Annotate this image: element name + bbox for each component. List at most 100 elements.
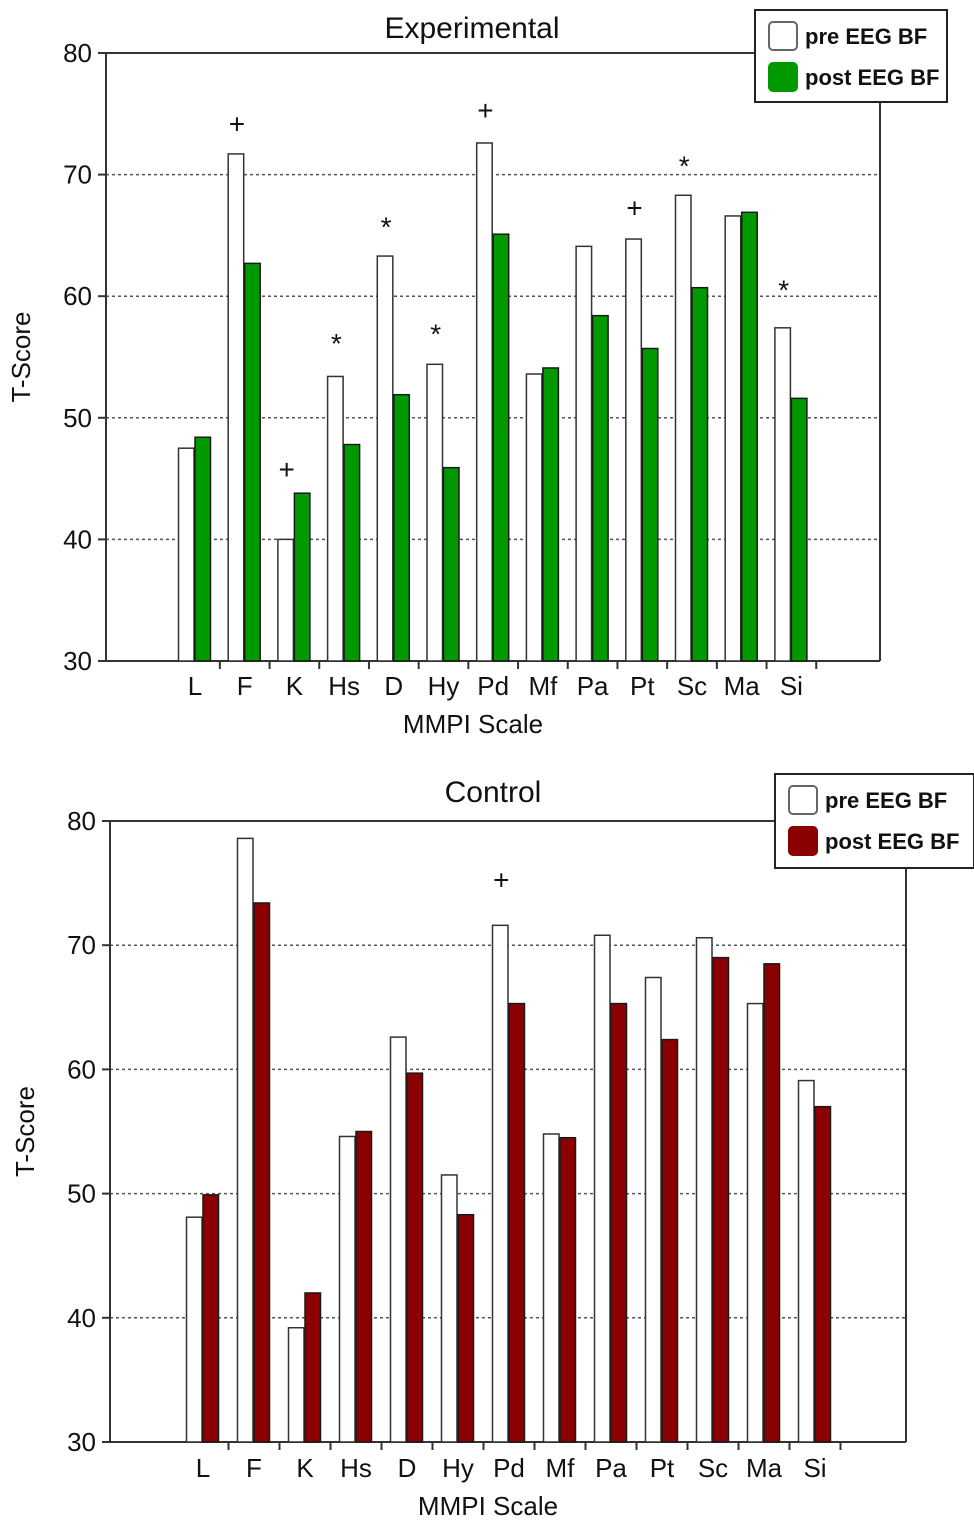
y-tick-label: 60 — [67, 1054, 96, 1084]
x-tick-label: Hs — [328, 671, 360, 701]
x-axis-label: MMPI Scale — [418, 1491, 558, 1521]
x-tick-label: Sc — [677, 671, 707, 701]
bar-pre-eeg-bf-pt — [625, 238, 643, 662]
legend-label-post-eeg-bf: post EEG BF — [825, 829, 959, 854]
bar-post-eeg-bf-ma — [763, 963, 781, 1443]
bar-post-eeg-bf-si — [790, 397, 808, 662]
bar-post-eeg-bf-k — [304, 1292, 322, 1443]
legend-label-pre-eeg-bf: pre EEG BF — [805, 24, 927, 49]
x-tick-label: F — [237, 671, 253, 701]
x-tick-label: Pt — [650, 1453, 675, 1483]
significance-plus: + — [626, 192, 642, 223]
x-tick-label: Si — [803, 1453, 826, 1483]
bar-post-eeg-bf-d — [393, 393, 411, 662]
bar-pre-eeg-bf-mf — [525, 373, 543, 662]
x-tick-label: Pt — [630, 671, 655, 701]
y-tick-label: 30 — [67, 1427, 96, 1457]
bar-pre-eeg-bf-hy — [426, 363, 444, 662]
bar-pre-eeg-bf-pa — [593, 934, 611, 1443]
bar-pre-eeg-bf-l — [185, 1216, 203, 1443]
bar-post-eeg-bf-pa — [591, 314, 609, 662]
x-tick-label: Ma — [724, 671, 761, 701]
x-tick-label: F — [246, 1453, 262, 1483]
bar-pre-eeg-bf-f — [236, 837, 254, 1443]
y-axis-label: T-Score — [10, 1086, 40, 1177]
x-tick-label: D — [398, 1453, 417, 1483]
bar-pre-eeg-bf-k — [277, 538, 295, 662]
x-tick-label: Ma — [746, 1453, 783, 1483]
bar-pre-eeg-bf-si — [774, 327, 792, 662]
significance-asterisk: * — [430, 318, 441, 349]
bar-post-eeg-bf-pd — [508, 1002, 526, 1443]
x-tick-label: Hy — [442, 1453, 474, 1483]
bar-post-eeg-bf-hs — [355, 1130, 373, 1443]
bar-post-eeg-bf-pt — [661, 1038, 679, 1443]
legend: pre EEG BF post EEG BF — [774, 773, 974, 869]
y-tick-label: 30 — [63, 646, 92, 676]
bar-pre-eeg-bf-pt — [644, 976, 662, 1443]
legend-swatch-post-eeg-bf — [788, 826, 818, 856]
bar-pre-eeg-bf-hs — [338, 1135, 356, 1443]
bar-pre-eeg-bf-d — [376, 255, 394, 662]
control-chart-panel: 30 40 50 60 70 80 L F K Hs D Hy Pd Mf Pa Pt Sc Ma Si + Contr… — [10, 773, 974, 1521]
bar-pre-eeg-bf-mf — [542, 1133, 560, 1443]
x-tick-label: L — [196, 1453, 210, 1483]
bar-pre-eeg-bf-f — [227, 153, 245, 662]
x-tick-label: Pd — [477, 671, 509, 701]
y-tick-label: 40 — [63, 524, 92, 554]
x-tick-label: D — [384, 671, 403, 701]
x-tick-label: Pa — [577, 671, 609, 701]
bar-post-eeg-bf-l — [194, 436, 212, 662]
significance-plus: + — [278, 454, 294, 485]
bar-post-eeg-bf-pt — [641, 347, 659, 662]
bar-pre-eeg-bf-d — [389, 1036, 407, 1443]
bar-post-eeg-bf-mf — [542, 367, 560, 662]
y-tick-label: 40 — [67, 1303, 96, 1333]
bar-post-eeg-bf-l — [202, 1194, 220, 1443]
bar-post-eeg-bf-ma — [740, 211, 758, 662]
bar-pre-eeg-bf-k — [287, 1326, 305, 1443]
bar-pre-eeg-bf-sc — [695, 936, 713, 1443]
bar-pre-eeg-bf-pd — [475, 142, 493, 662]
significance-plus: + — [493, 864, 509, 895]
x-tick-label: Mf — [528, 671, 558, 701]
x-tick-label: Hs — [340, 1453, 372, 1483]
x-tick-label: K — [296, 1453, 314, 1483]
significance-asterisk: * — [778, 275, 789, 306]
bar-pre-eeg-bf-pd — [491, 924, 509, 1443]
x-tick-label: Pd — [493, 1453, 525, 1483]
chart-title: Control — [445, 776, 542, 809]
bar-post-eeg-bf-k — [293, 492, 311, 662]
significance-asterisk: * — [331, 328, 342, 359]
bar-post-eeg-bf-hy — [442, 466, 460, 662]
legend-swatch-post-eeg-bf — [768, 62, 798, 92]
y-tick-label: 70 — [67, 930, 96, 960]
bar-post-eeg-bf-hy — [457, 1213, 475, 1443]
x-tick-label: Sc — [698, 1453, 728, 1483]
bar-pre-eeg-bf-hs — [326, 375, 344, 662]
bar-post-eeg-bf-d — [406, 1072, 424, 1443]
y-tick-label: 50 — [67, 1179, 96, 1209]
significance-plus: + — [229, 109, 245, 140]
bar-post-eeg-bf-f — [253, 902, 271, 1443]
bar-post-eeg-bf-sc — [691, 286, 709, 662]
x-axis-label: MMPI Scale — [403, 709, 543, 739]
legend-swatch-pre-eeg-bf — [768, 21, 798, 51]
legend-swatch-pre-eeg-bf — [788, 785, 818, 815]
bar-post-eeg-bf-pa — [610, 1002, 628, 1443]
x-tick-label: K — [286, 671, 304, 701]
legend-label-pre-eeg-bf: pre EEG BF — [825, 788, 947, 813]
bar-post-eeg-bf-sc — [712, 956, 730, 1443]
chart-title: Experimental — [384, 12, 559, 45]
legend: pre EEG BF post EEG BF — [754, 9, 948, 103]
bar-post-eeg-bf-pd — [492, 233, 510, 662]
bar-pre-eeg-bf-ma — [746, 1002, 764, 1443]
y-tick-label: 80 — [67, 806, 96, 836]
y-axis-label: T-Score — [6, 311, 36, 402]
bar-pre-eeg-bf-hy — [440, 1174, 458, 1443]
x-tick-label: Hy — [428, 671, 460, 701]
significance-plus: + — [477, 95, 493, 126]
bar-post-eeg-bf-si — [814, 1105, 832, 1443]
y-tick-label: 70 — [63, 160, 92, 190]
